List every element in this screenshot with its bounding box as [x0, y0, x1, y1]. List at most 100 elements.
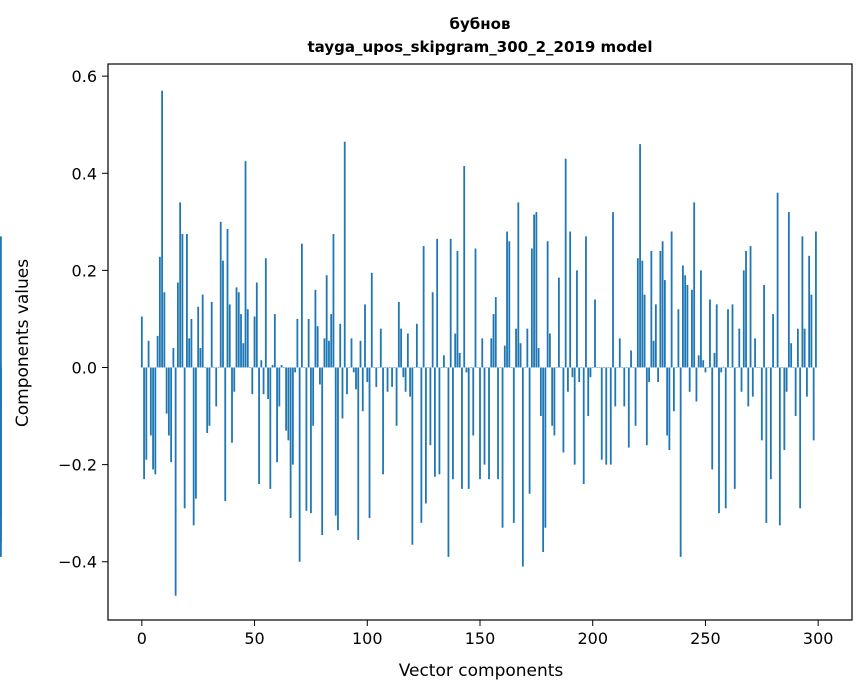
bar	[467, 367, 470, 489]
bar	[294, 367, 297, 373]
bar	[379, 328, 382, 368]
bar	[298, 367, 301, 562]
bar	[524, 367, 526, 368]
bar	[440, 367, 443, 368]
bar	[280, 365, 283, 368]
bar	[190, 318, 193, 368]
x-tick-label: 0	[137, 629, 147, 648]
bar	[688, 367, 691, 392]
bar	[226, 229, 229, 368]
bar	[625, 367, 628, 368]
bar	[501, 367, 504, 528]
bar	[395, 367, 398, 426]
bar	[749, 246, 752, 368]
bar	[702, 360, 705, 368]
bar	[251, 367, 254, 395]
bar	[415, 323, 418, 368]
bar	[553, 367, 556, 436]
bar	[508, 241, 511, 368]
bar	[704, 367, 707, 373]
bar	[244, 161, 247, 368]
bar	[652, 340, 655, 368]
bar	[328, 340, 330, 368]
bar	[544, 367, 547, 528]
bar	[479, 367, 481, 480]
bar	[594, 299, 596, 368]
bar	[470, 367, 472, 368]
bar	[587, 367, 590, 417]
bar	[436, 238, 439, 368]
bar	[305, 367, 308, 511]
bar	[663, 280, 666, 368]
y-tick-label: 0.6	[72, 67, 97, 86]
bar	[359, 340, 362, 368]
bar	[465, 367, 468, 373]
bar	[555, 367, 558, 368]
bar	[727, 309, 729, 368]
bar	[740, 367, 743, 392]
bar	[778, 367, 781, 526]
bar	[167, 367, 170, 436]
bar	[668, 367, 671, 451]
bar	[535, 212, 538, 368]
bar	[373, 367, 375, 368]
bar	[463, 165, 466, 368]
bar	[413, 367, 416, 368]
x-tick-label: 150	[465, 629, 496, 648]
bar	[542, 367, 545, 553]
bar	[774, 367, 777, 368]
bar	[632, 367, 635, 368]
bar	[375, 367, 378, 387]
bar	[796, 328, 799, 368]
bar	[384, 367, 387, 368]
bar	[0, 367, 2, 543]
bar	[767, 367, 770, 368]
bar	[787, 212, 790, 368]
bar	[235, 287, 238, 368]
bar	[406, 333, 409, 368]
bar	[393, 367, 396, 368]
bar	[303, 367, 306, 368]
bar	[648, 367, 650, 383]
bar	[666, 367, 669, 436]
x-axis-ticks: 0 50 100 150 200 250 300	[137, 620, 833, 648]
bar	[760, 367, 763, 441]
bar	[785, 367, 788, 392]
bar	[488, 367, 490, 480]
bar	[643, 294, 646, 368]
bar	[650, 250, 653, 368]
y-tick-label: 0.0	[72, 358, 97, 377]
bar	[808, 255, 811, 368]
bar	[222, 260, 224, 368]
bar	[560, 367, 563, 368]
bar	[564, 158, 567, 368]
bar	[711, 367, 714, 470]
bar	[343, 141, 346, 368]
bar	[388, 367, 391, 368]
bar	[219, 221, 222, 368]
bar	[154, 367, 157, 475]
bar	[729, 367, 732, 368]
bar	[722, 367, 725, 368]
bar	[558, 277, 560, 368]
bar	[310, 367, 312, 514]
bar	[521, 367, 524, 567]
bar	[596, 367, 599, 368]
bar	[769, 367, 772, 480]
bar	[404, 367, 407, 392]
bar	[607, 367, 610, 368]
bar	[258, 367, 260, 485]
bar	[713, 352, 716, 368]
bar	[140, 316, 143, 368]
bar	[490, 338, 493, 368]
bar	[548, 333, 551, 368]
bar	[715, 304, 718, 368]
bar	[179, 202, 182, 368]
bar	[815, 231, 817, 368]
plot-frame	[107, 63, 853, 621]
bar	[201, 294, 204, 368]
bar	[810, 294, 813, 368]
bar-series	[0, 90, 817, 596]
bar	[585, 236, 587, 368]
bar	[697, 355, 700, 368]
